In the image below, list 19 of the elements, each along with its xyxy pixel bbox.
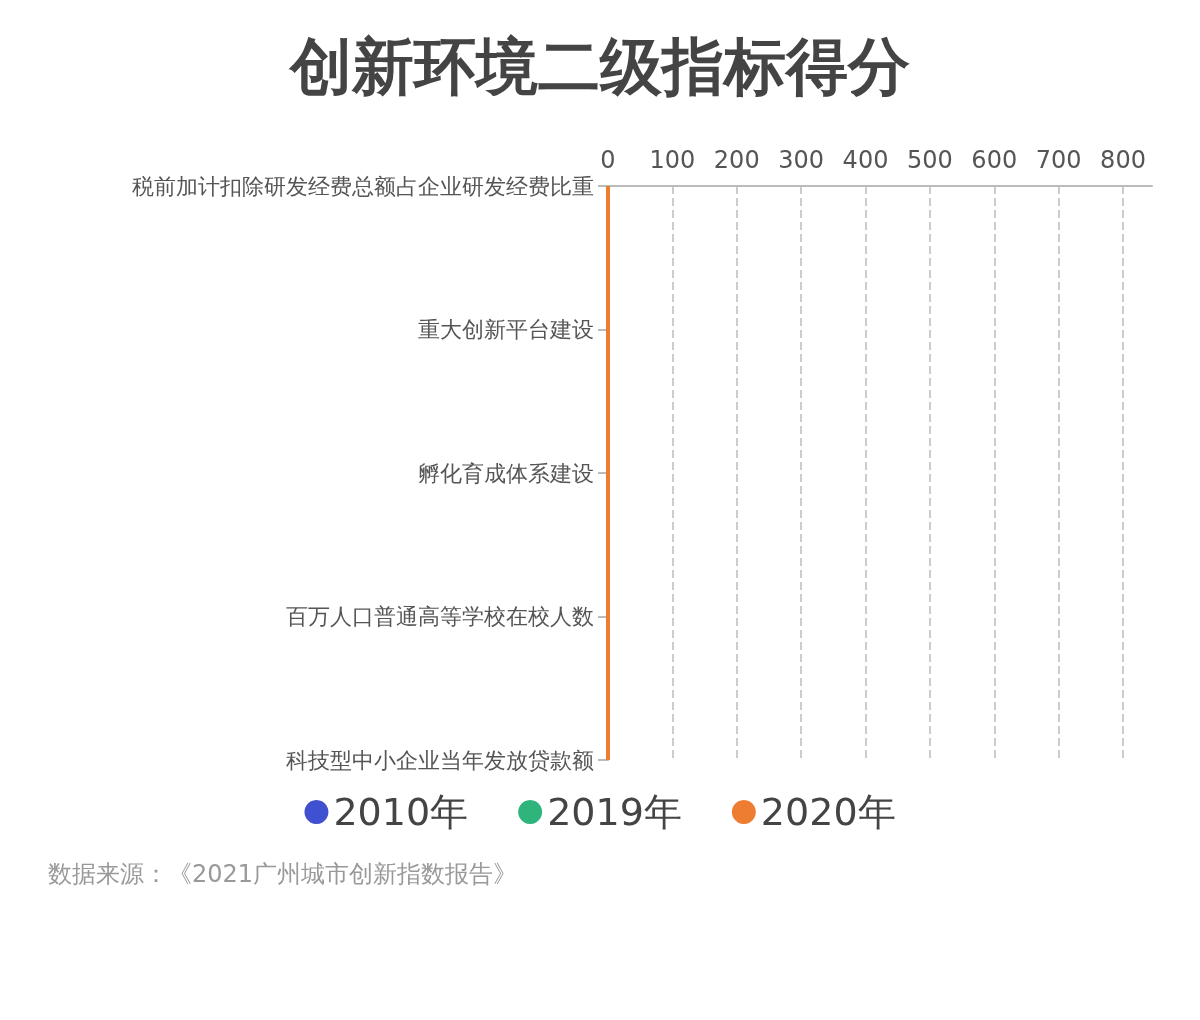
legend-label: 2020年 <box>760 790 896 834</box>
x-tick-label: 600 <box>971 146 1018 174</box>
x-tick-label: 100 <box>649 146 696 174</box>
y-tick-label: 重大创新平台建设 <box>418 317 594 342</box>
legend-label: 2010年 <box>333 790 469 834</box>
legend-label: 2019年 <box>547 790 682 834</box>
y-tick-label: 税前加计扣除研发经费总额占企业研发经费比重 <box>132 173 594 199</box>
x-tick-label: 300 <box>778 146 825 174</box>
x-tick-label: 500 <box>906 146 953 174</box>
source-note: 数据来源：《2021广州城市创新指数报告》 <box>48 860 518 888</box>
chart-title: 创新环境二级指标得分 <box>288 29 910 103</box>
y-tick-label: 孵化育成体系建设 <box>418 460 594 486</box>
x-tick-label: 400 <box>842 146 889 174</box>
x-tick-label: 700 <box>1035 146 1082 174</box>
y-tick-label: 科技型中小企业当年发放贷款额 <box>286 747 594 773</box>
x-tick-label: 0 <box>600 146 616 174</box>
x-tick-label: 200 <box>713 146 760 174</box>
y-tick-label: 百万人口普通高等学校在校人数 <box>286 604 594 629</box>
x-tick-label: 800 <box>1100 146 1146 174</box>
